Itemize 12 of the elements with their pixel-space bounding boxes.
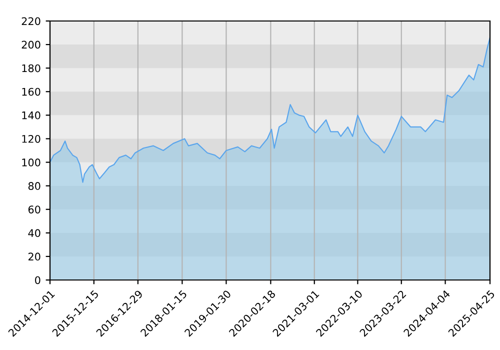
y-tick-label: 140	[22, 111, 40, 120]
y-tick-label: 160	[22, 88, 40, 96]
y-tick-label: 220	[22, 17, 40, 26]
y-tick-label: 120	[22, 134, 40, 143]
y-tick-label: 60	[28, 206, 40, 214]
y-tick-label: 80	[28, 182, 40, 190]
y-tick-label: 180	[22, 64, 40, 72]
y-tick-label: 0	[35, 276, 40, 284]
y-tick-label: 40	[28, 229, 40, 238]
y-tick-label: 100	[22, 158, 40, 166]
y-tick-label: 200	[22, 40, 40, 49]
y-tick-label: 20	[28, 252, 40, 261]
